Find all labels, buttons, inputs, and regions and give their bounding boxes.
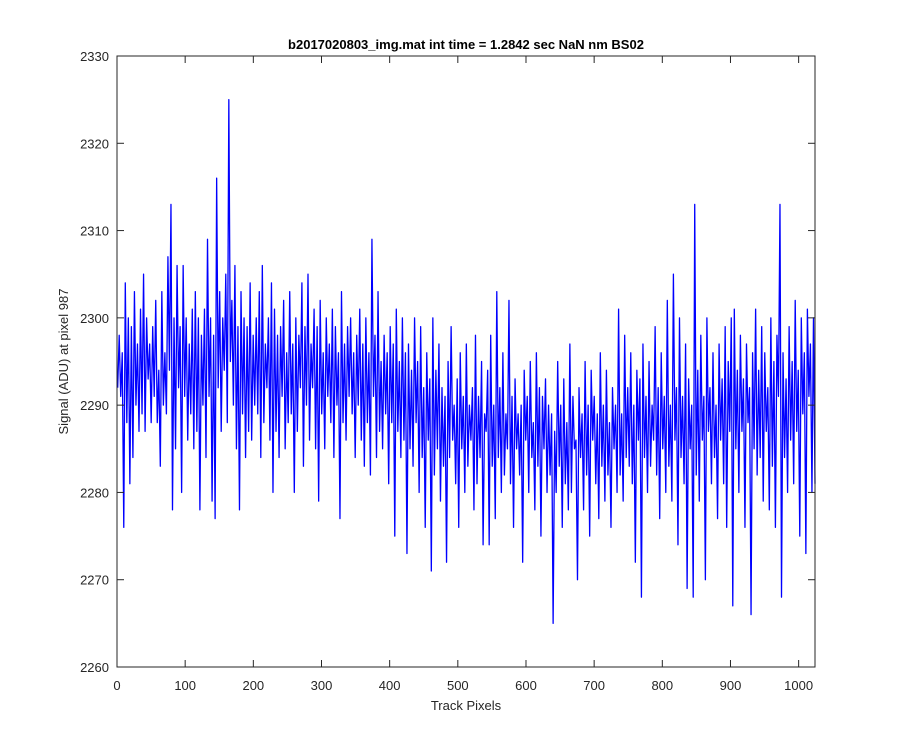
axes-box: [116, 55, 816, 668]
y-tick-label: 2300: [80, 311, 109, 326]
y-tick-label: 2290: [80, 398, 109, 413]
x-tick-label: 400: [379, 678, 401, 693]
y-tick-label: 2330: [80, 49, 109, 64]
x-tick-label: 200: [242, 678, 264, 693]
x-axis-label: Track Pixels: [431, 698, 502, 713]
y-axis-label: Signal (ADU) at pixel 987: [56, 289, 71, 435]
y-tick-label: 2280: [80, 485, 109, 500]
x-tick-label: 500: [447, 678, 469, 693]
tick-layer: 0 100 200 300 400 500 600 700 800 900 1000 2260 2270…: [80, 49, 815, 693]
y-tick-label: 2260: [80, 660, 109, 675]
x-tick-label: 1000: [784, 678, 813, 693]
x-tick-label: 300: [311, 678, 333, 693]
x-tick-label: 700: [583, 678, 605, 693]
y-tick-label: 2310: [80, 224, 109, 239]
y-tick-label: 2320: [80, 136, 109, 151]
x-tick-label: 0: [113, 678, 120, 693]
x-tick-label: 100: [174, 678, 196, 693]
x-tick-label: 600: [515, 678, 537, 693]
series-line: [117, 98, 816, 625]
x-tick-label: 800: [651, 678, 673, 693]
x-tick-label: 900: [720, 678, 742, 693]
y-tick-label: 2270: [80, 573, 109, 588]
chart-title: b2017020803_img.mat int time = 1.2842 se…: [288, 37, 644, 52]
series-layer: [117, 98, 816, 625]
